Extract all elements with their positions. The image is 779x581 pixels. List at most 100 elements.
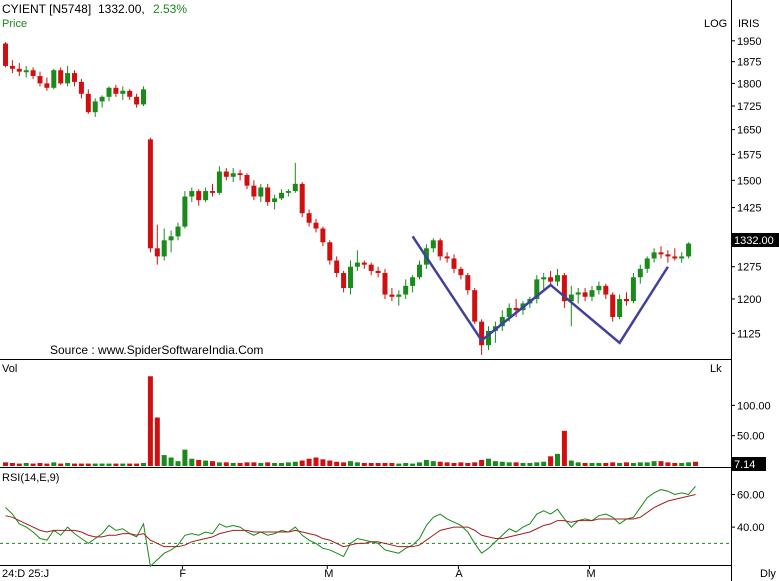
- candle-body: [472, 290, 478, 322]
- price-candles: [3, 42, 692, 355]
- vol-badge: 7.14: [732, 457, 766, 471]
- candle-body: [210, 191, 215, 193]
- candle-body: [85, 93, 91, 113]
- candle-body: [168, 236, 174, 241]
- candle-body: [354, 262, 360, 267]
- volume-bar: [251, 462, 257, 466]
- volume-bar: [548, 456, 554, 466]
- candle-body: [120, 90, 126, 94]
- volume-bar: [216, 462, 222, 466]
- candle-body: [258, 187, 264, 197]
- volume-bar: [161, 455, 167, 466]
- volume-bar: [272, 462, 278, 466]
- price-tick-label: 1575: [737, 149, 761, 161]
- volume-bar: [78, 463, 84, 466]
- volume-bar: [444, 462, 450, 466]
- candle-body: [686, 243, 692, 257]
- candle-body: [506, 307, 512, 318]
- volume-bar: [189, 458, 195, 466]
- candle-body: [203, 191, 209, 201]
- volume-bar: [44, 463, 50, 466]
- volume-bar: [361, 462, 367, 466]
- volume-bar: [9, 462, 15, 466]
- price-tick-label: 1425: [737, 203, 761, 215]
- volume-bar: [637, 462, 643, 466]
- volume-bar: [154, 417, 160, 466]
- volume-bar: [265, 462, 271, 466]
- candle-body: [575, 292, 581, 295]
- candle-body: [624, 298, 629, 302]
- volume-bar: [603, 462, 609, 466]
- volume-bar: [368, 462, 374, 466]
- volume-axis: 50.00 100.00: [731, 400, 771, 443]
- volume-bar: [120, 463, 126, 466]
- price-tick-label: 1875: [737, 57, 761, 69]
- price-tick-label: 1200: [737, 294, 761, 306]
- candle-body: [396, 294, 402, 297]
- date-tick-label: A: [455, 568, 463, 580]
- volume-bar: [354, 462, 360, 466]
- change-pct-label: 2.53%: [153, 2, 187, 16]
- timeframe-label[interactable]: Dly: [760, 568, 776, 580]
- volume-bar: [610, 462, 616, 466]
- candle-body: [306, 213, 312, 223]
- price-tick-label: 1725: [737, 101, 761, 113]
- rsi-tick-label: 40.00: [737, 522, 765, 534]
- volume-bar: [141, 462, 146, 466]
- date-tick-label: M: [587, 568, 596, 580]
- volume-bar: [672, 462, 678, 466]
- date-tick-label: M: [324, 568, 333, 580]
- candle-body: [189, 191, 195, 197]
- candle-body: [479, 321, 485, 346]
- volume-bar: [16, 463, 22, 466]
- volume-bar: [582, 462, 588, 466]
- volume-bar: [134, 463, 140, 466]
- candle-body: [230, 173, 236, 177]
- volume-bar: [279, 462, 284, 466]
- candle-body: [334, 260, 340, 274]
- candle-body: [251, 185, 257, 197]
- log-toggle[interactable]: LOG: [704, 18, 727, 30]
- price-tick-label: 1500: [737, 175, 761, 187]
- volume-bar: [168, 457, 174, 466]
- vol-badge-label: 7.14: [734, 459, 755, 471]
- volume-bar: [665, 462, 671, 466]
- candle-body: [361, 262, 367, 265]
- candle-body: [44, 83, 50, 88]
- candle-body: [30, 70, 36, 77]
- volume-bar: [223, 462, 229, 466]
- candle-body: [679, 256, 685, 259]
- volume-bar: [334, 461, 340, 466]
- candle-body: [161, 240, 167, 257]
- candle-body: [658, 252, 664, 255]
- volume-bar: [679, 462, 685, 466]
- candle-body: [382, 273, 388, 295]
- candle-body: [175, 226, 181, 237]
- volume-bar: [403, 462, 409, 466]
- candle-body: [651, 252, 657, 259]
- candle-body: [541, 277, 547, 280]
- candle-body: [499, 317, 505, 327]
- volume-bar: [196, 459, 202, 466]
- volume-bar: [147, 376, 153, 466]
- candle-body: [265, 187, 271, 203]
- candle-body: [534, 279, 540, 299]
- volume-bar: [437, 461, 443, 466]
- candle-body: [127, 90, 133, 97]
- candle-body: [582, 292, 588, 297]
- rsi-tick-label: 60.00: [737, 489, 765, 501]
- price-axis: 1125120012751350142515001575165017251800…: [731, 36, 761, 340]
- volume-bar: [175, 461, 181, 466]
- last-price-label: 1332.00,: [98, 2, 145, 16]
- volume-bar: [596, 462, 602, 466]
- candle-body: [147, 139, 153, 249]
- volume-bar: [472, 462, 478, 466]
- candle-body: [410, 277, 416, 286]
- volume-bar: [37, 462, 43, 466]
- candle-body: [610, 294, 616, 318]
- candle-body: [672, 256, 678, 259]
- candle-body: [437, 240, 443, 257]
- volume-bar: [541, 461, 547, 466]
- candle-body: [23, 70, 29, 73]
